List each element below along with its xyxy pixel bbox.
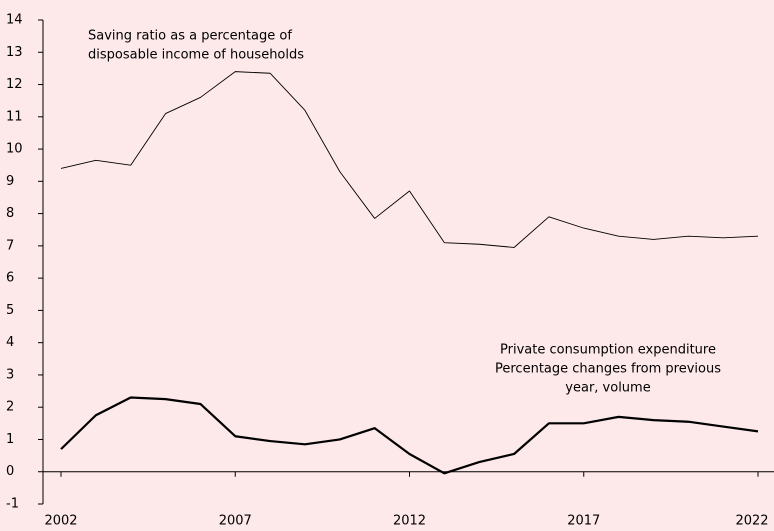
x-tick-label: 2017 bbox=[567, 514, 600, 529]
y-tick-label: 8 bbox=[6, 206, 14, 221]
y-tick-label: 11 bbox=[6, 109, 23, 124]
y-tick-label: 5 bbox=[6, 303, 14, 318]
y-tick-label: 4 bbox=[6, 335, 14, 350]
y-tick-label: -1 bbox=[6, 497, 19, 512]
y-tick-label: 12 bbox=[6, 77, 23, 92]
y-tick-label: 10 bbox=[6, 142, 23, 157]
y-tick-label: 2 bbox=[6, 400, 14, 415]
y-tick-label: 6 bbox=[6, 271, 14, 286]
y-tick-label: 13 bbox=[6, 45, 23, 60]
y-tick-label: 3 bbox=[6, 367, 14, 382]
x-tick-label: 2002 bbox=[44, 514, 77, 529]
x-tick-label: 2022 bbox=[735, 514, 768, 529]
x-tick-label: 2007 bbox=[219, 514, 252, 529]
y-tick-label: 1 bbox=[6, 432, 14, 447]
y-tick-label: 7 bbox=[6, 238, 14, 253]
series-line bbox=[60, 396, 759, 475]
annotation: disposable income of households bbox=[88, 48, 304, 63]
series-line bbox=[60, 71, 759, 248]
y-tick-label: 0 bbox=[6, 464, 14, 479]
y-tick-label: 9 bbox=[6, 174, 14, 189]
x-tick-label: 2012 bbox=[393, 514, 426, 529]
annotation: year, volume bbox=[565, 381, 650, 396]
annotation: Saving ratio as a percentage of bbox=[88, 29, 292, 44]
y-tick-label: 14 bbox=[6, 13, 23, 28]
annotation: Private consumption expenditure bbox=[500, 343, 716, 358]
annotation: Percentage changes from previous bbox=[495, 362, 721, 377]
